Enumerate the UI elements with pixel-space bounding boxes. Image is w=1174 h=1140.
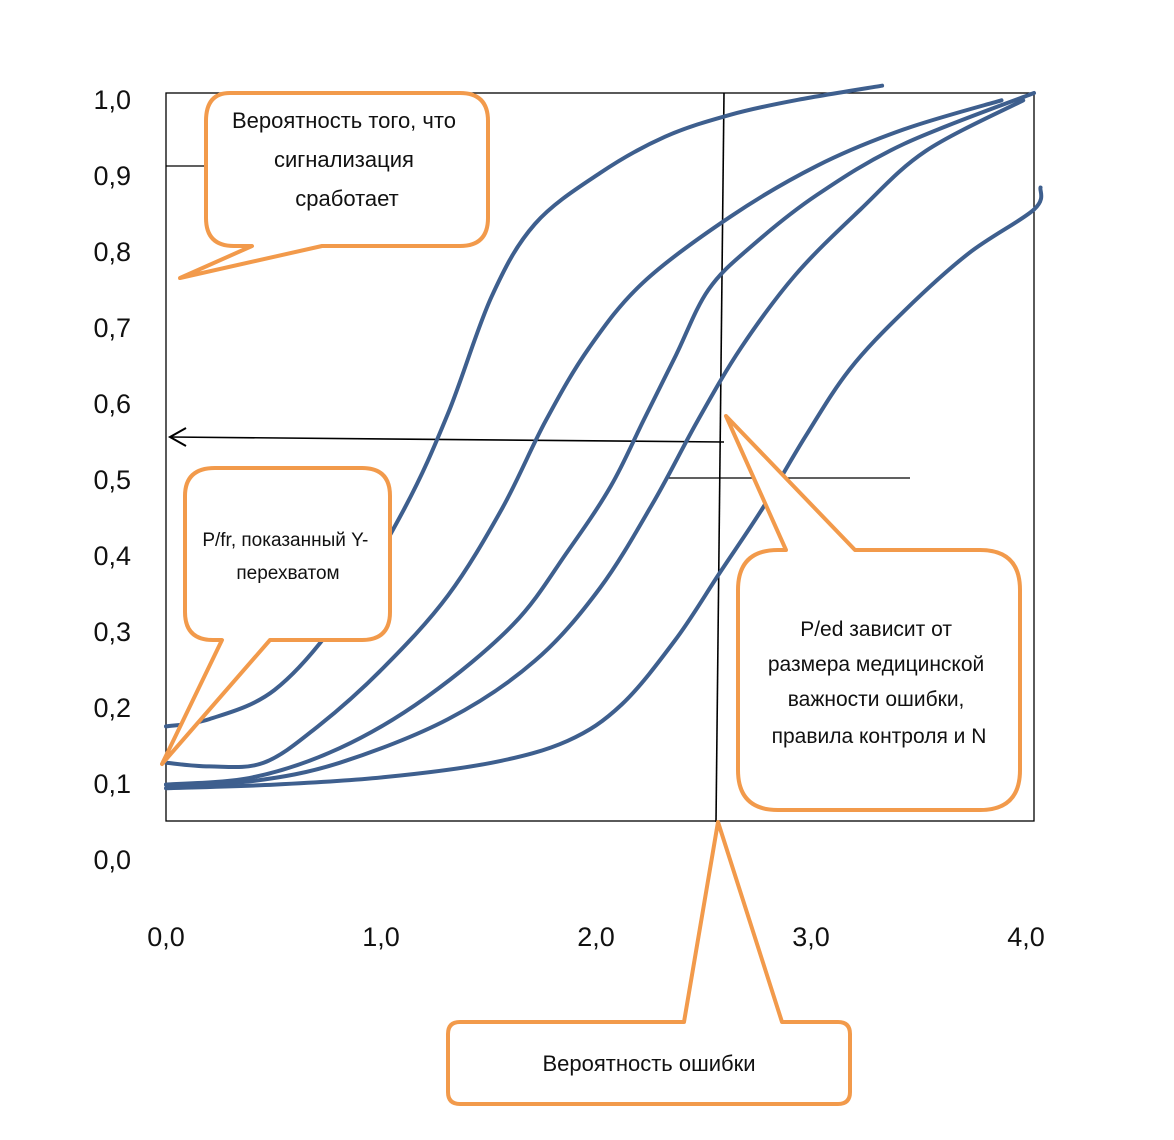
- callout-layer: Вероятность того, что сигнализация срабо…: [160, 91, 1022, 1106]
- callout-error-probability-text: Вероятность ошибки: [542, 1051, 755, 1076]
- plot-frame: [165, 92, 1035, 822]
- callout-error-detection: [724, 414, 1022, 812]
- y-tick-label: 0,8: [93, 237, 131, 267]
- series-line-2: [164, 98, 1004, 770]
- error-probability-vertical-line: [715, 92, 725, 823]
- callout-error-detection-text: P/ed зависит от размера медицинской важн…: [768, 618, 990, 748]
- x-tick-label: 4,0: [1007, 922, 1045, 952]
- arrow-head: [167, 427, 187, 447]
- y-tick-label: 1,0: [93, 85, 131, 115]
- x-tick-label: 3,0: [792, 922, 830, 952]
- callout-error-probability: [446, 820, 852, 1106]
- callout-false-rejection-text: P/fr, показанный Y- перехватом: [202, 530, 373, 584]
- x-tick-label: 2,0: [577, 922, 615, 952]
- y-tick-label: 0,1: [93, 769, 131, 799]
- callout-false-rejection: [160, 466, 392, 766]
- y-tick-label: 0,3: [93, 617, 131, 647]
- x-tick-label: 1,0: [362, 922, 400, 952]
- y-tick-label: 0,6: [93, 389, 131, 419]
- y-tick-label: 0,7: [93, 313, 131, 343]
- series-layer: [164, 83, 1044, 791]
- y-tick-label: 0,9: [93, 161, 131, 191]
- x-axis-ticks: 0,0 1,0 2,0 3,0 4,0: [147, 922, 1045, 952]
- callout-alarm-probability-text: Вероятность того, что сигнализация срабо…: [232, 108, 462, 211]
- callout-alarm-probability: [178, 91, 490, 280]
- x-tick-label: 0,0: [147, 922, 185, 952]
- y-tick-label: 0,4: [93, 541, 131, 571]
- y-tick-label: 0,5: [93, 465, 131, 495]
- series-line-3: [164, 91, 1036, 787]
- series-line-4: [164, 98, 1026, 787]
- series-line-5: [164, 185, 1044, 791]
- y-axis-ticks: 0,0 0,1 0,2 0,3 0,4 0,5 0,6 0,7 0,8 0,9 1,0: [93, 85, 131, 875]
- y-tick-label: 0,0: [93, 845, 131, 875]
- y-tick-label: 0,2: [93, 693, 131, 723]
- series-line-1: [164, 83, 885, 729]
